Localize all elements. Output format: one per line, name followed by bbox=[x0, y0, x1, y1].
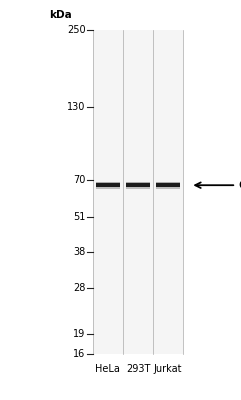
Text: Jurkat: Jurkat bbox=[154, 364, 182, 374]
Bar bbox=[126, 186, 150, 189]
Text: 51: 51 bbox=[73, 212, 86, 222]
Bar bbox=[96, 186, 120, 189]
Text: 16: 16 bbox=[73, 349, 86, 359]
Text: 38: 38 bbox=[73, 247, 86, 257]
Text: 19: 19 bbox=[73, 329, 86, 339]
Bar bbox=[93, 30, 183, 354]
Bar bbox=[156, 183, 180, 187]
Text: 28: 28 bbox=[73, 283, 86, 293]
Bar bbox=[126, 183, 150, 187]
Bar bbox=[156, 186, 180, 189]
Text: 70: 70 bbox=[73, 175, 86, 185]
Text: 250: 250 bbox=[67, 25, 86, 35]
Bar bbox=[156, 182, 180, 183]
Text: 130: 130 bbox=[67, 102, 86, 112]
Text: kDa: kDa bbox=[49, 10, 72, 20]
Text: HeLa: HeLa bbox=[95, 364, 120, 374]
Text: GNL3: GNL3 bbox=[239, 179, 241, 192]
Text: 293T: 293T bbox=[126, 364, 150, 374]
Bar bbox=[96, 183, 120, 187]
Bar bbox=[126, 182, 150, 183]
Bar bbox=[96, 182, 120, 183]
